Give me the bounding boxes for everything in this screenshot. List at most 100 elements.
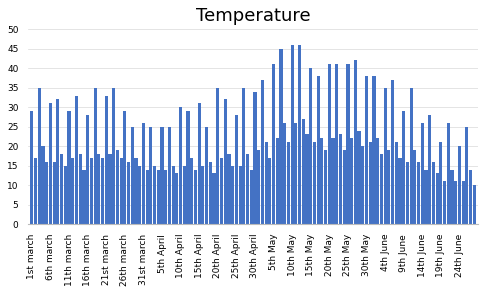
- Bar: [93, 88, 96, 224]
- Bar: [338, 134, 341, 224]
- Bar: [127, 162, 130, 224]
- Bar: [301, 119, 304, 224]
- Bar: [152, 166, 156, 224]
- Bar: [205, 127, 208, 224]
- Bar: [427, 115, 430, 224]
- Bar: [372, 76, 375, 224]
- Bar: [34, 158, 37, 224]
- Bar: [294, 123, 297, 224]
- Bar: [450, 170, 453, 224]
- Bar: [405, 162, 408, 224]
- Bar: [67, 111, 71, 224]
- Bar: [297, 45, 301, 224]
- Bar: [386, 150, 390, 224]
- Bar: [130, 127, 134, 224]
- Bar: [431, 162, 434, 224]
- Bar: [71, 158, 74, 224]
- Bar: [394, 142, 397, 224]
- Bar: [112, 88, 115, 224]
- Bar: [446, 123, 449, 224]
- Bar: [257, 150, 260, 224]
- Bar: [308, 68, 312, 224]
- Bar: [41, 146, 45, 224]
- Bar: [82, 170, 85, 224]
- Bar: [364, 76, 367, 224]
- Bar: [197, 103, 200, 224]
- Bar: [346, 64, 349, 224]
- Bar: [397, 158, 401, 224]
- Bar: [357, 131, 360, 224]
- Bar: [234, 115, 238, 224]
- Bar: [323, 150, 327, 224]
- Bar: [453, 181, 456, 224]
- Bar: [56, 99, 60, 224]
- Bar: [138, 166, 141, 224]
- Bar: [305, 134, 308, 224]
- Bar: [63, 166, 67, 224]
- Bar: [420, 123, 423, 224]
- Bar: [464, 127, 468, 224]
- Bar: [149, 127, 152, 224]
- Bar: [408, 88, 412, 224]
- Bar: [75, 96, 78, 224]
- Bar: [249, 170, 252, 224]
- Bar: [105, 96, 107, 224]
- Bar: [264, 142, 267, 224]
- Bar: [253, 92, 256, 224]
- Bar: [368, 142, 371, 224]
- Bar: [223, 99, 227, 224]
- Bar: [219, 158, 223, 224]
- Bar: [97, 154, 100, 224]
- Bar: [208, 162, 212, 224]
- Bar: [101, 158, 104, 224]
- Bar: [167, 127, 171, 224]
- Bar: [216, 88, 219, 224]
- Bar: [361, 146, 363, 224]
- Title: Temperature: Temperature: [196, 7, 310, 25]
- Bar: [316, 76, 319, 224]
- Bar: [123, 111, 126, 224]
- Bar: [141, 123, 145, 224]
- Bar: [238, 166, 241, 224]
- Bar: [268, 158, 271, 224]
- Bar: [230, 166, 234, 224]
- Bar: [242, 88, 245, 224]
- Bar: [319, 138, 323, 224]
- Bar: [375, 138, 378, 224]
- Bar: [275, 138, 278, 224]
- Bar: [353, 60, 356, 224]
- Bar: [279, 49, 282, 224]
- Bar: [331, 138, 334, 224]
- Bar: [60, 154, 63, 224]
- Bar: [186, 111, 189, 224]
- Bar: [283, 123, 286, 224]
- Bar: [342, 150, 345, 224]
- Bar: [435, 173, 438, 224]
- Bar: [272, 64, 274, 224]
- Bar: [134, 158, 137, 224]
- Bar: [312, 142, 316, 224]
- Bar: [260, 80, 263, 224]
- Bar: [90, 158, 93, 224]
- Bar: [290, 45, 293, 224]
- Bar: [86, 115, 89, 224]
- Bar: [164, 170, 167, 224]
- Bar: [334, 64, 338, 224]
- Bar: [145, 170, 149, 224]
- Bar: [412, 150, 416, 224]
- Bar: [245, 154, 249, 224]
- Bar: [401, 111, 405, 224]
- Bar: [108, 154, 111, 224]
- Bar: [156, 170, 160, 224]
- Bar: [52, 162, 56, 224]
- Bar: [227, 154, 230, 224]
- Bar: [190, 158, 193, 224]
- Bar: [160, 127, 163, 224]
- Bar: [468, 170, 471, 224]
- Bar: [327, 64, 330, 224]
- Bar: [416, 162, 419, 224]
- Bar: [175, 173, 178, 224]
- Bar: [457, 146, 460, 224]
- Bar: [439, 142, 441, 224]
- Bar: [38, 88, 41, 224]
